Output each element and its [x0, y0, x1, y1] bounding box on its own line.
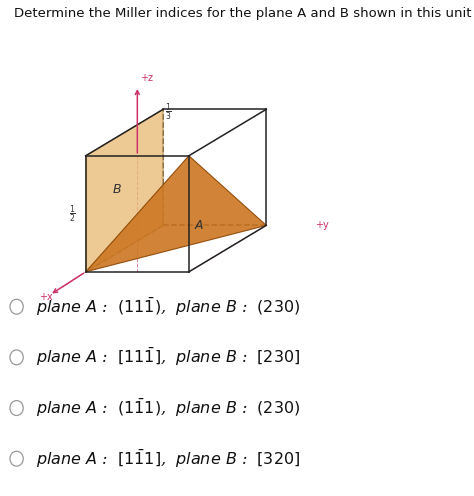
Text: $\mathit{plane\ A}$ :  $\left[1\bar{1}1\right]$,  $\mathit{plane\ B}$ :  $\left[: $\mathit{plane\ A}$ : $\left[1\bar{1}1\r…: [36, 447, 300, 470]
Text: $\mathit{plane\ A}$ :  $\left(1\bar{1}1\right)$,  $\mathit{plane\ B}$ :  $\left(: $\mathit{plane\ A}$ : $\left(1\bar{1}1\r…: [36, 397, 300, 419]
Text: +y: +y: [315, 220, 329, 230]
Text: $\frac{1}{3}$: $\frac{1}{3}$: [165, 101, 172, 123]
Text: $\mathit{plane\ A}$ :  $\left(11\bar{1}\right)$,  $\mathit{plane\ B}$ :  $\left(: $\mathit{plane\ A}$ : $\left(11\bar{1}\r…: [36, 296, 300, 318]
Text: +x: +x: [39, 292, 53, 302]
Text: $\frac{1}{2}$: $\frac{1}{2}$: [69, 203, 76, 225]
Text: Determine the Miller indices for the plane A and B shown in this unit cell.: Determine the Miller indices for the pla…: [14, 7, 474, 20]
Text: $\mathit{plane\ A}$ :  $\left[11\bar{1}\right]$,  $\mathit{plane\ B}$ :  $\left[: $\mathit{plane\ A}$ : $\left[11\bar{1}\r…: [36, 346, 300, 369]
Polygon shape: [86, 109, 163, 272]
Text: B: B: [112, 183, 121, 196]
Polygon shape: [86, 156, 266, 272]
Text: A: A: [195, 219, 203, 232]
Text: +z: +z: [140, 73, 153, 83]
